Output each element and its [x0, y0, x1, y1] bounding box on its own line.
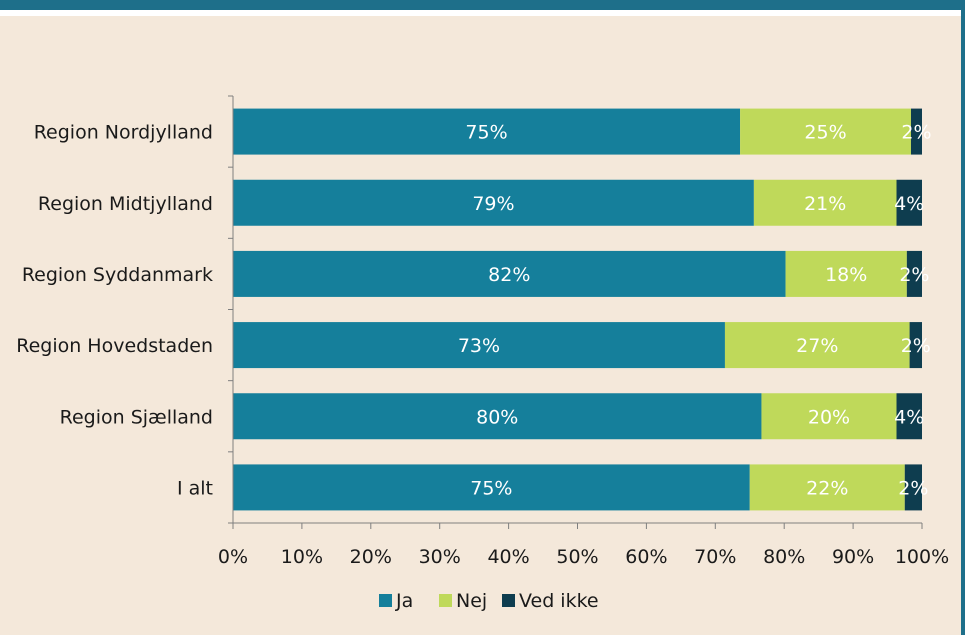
legend-label: Nej [456, 590, 487, 612]
bar-segment [233, 393, 762, 440]
x-tick-label: 80% [763, 546, 805, 568]
data-label: 20% [808, 406, 850, 428]
bar-segment [233, 250, 786, 297]
category-label: Region Midtjylland [38, 193, 213, 215]
bar-segment [896, 393, 922, 440]
x-tick-label: 20% [350, 546, 392, 568]
bar-segment [233, 322, 725, 369]
bar-segment [724, 322, 910, 369]
bar-segment [896, 179, 922, 226]
bar-segment [906, 250, 922, 297]
data-label: 22% [806, 477, 848, 499]
category-label: I alt [177, 477, 213, 499]
axes [228, 95, 923, 529]
data-label: 27% [796, 335, 838, 357]
data-label: 21% [804, 193, 846, 215]
x-tick-labels: 0% 10% 20% 30% 40% 50% 60% 70% 80% 90% 100% [218, 546, 949, 568]
legend-swatch [379, 594, 392, 607]
data-label: 73% [458, 335, 500, 357]
x-tick-label: 30% [419, 546, 461, 568]
bar-segment [233, 179, 754, 226]
category-label: Region Syddanmark [22, 264, 213, 286]
bar-segment [740, 108, 911, 155]
x-tick-label: 90% [832, 546, 874, 568]
x-tick-label: 70% [694, 546, 736, 568]
bar-segment [909, 322, 922, 369]
bar-segment [753, 179, 897, 226]
data-label: 75% [465, 122, 507, 144]
bar-segment [904, 464, 922, 511]
legend-swatch [502, 594, 515, 607]
right-accent-bar [961, 0, 965, 635]
top-accent-bar [0, 0, 965, 10]
legend-swatch [439, 594, 452, 607]
category-label: Region Nordjylland [34, 122, 213, 144]
data-label: 80% [476, 406, 518, 428]
bar-segment [233, 464, 750, 511]
bar-segment [749, 464, 905, 511]
data-label: 82% [488, 264, 530, 286]
x-tick-label: 40% [487, 546, 529, 568]
x-tick-label: 100% [895, 546, 949, 568]
x-tick-label: 0% [218, 546, 248, 568]
data-label: 25% [804, 122, 846, 144]
data-label: 4% [894, 193, 924, 215]
data-label: 2% [901, 335, 931, 357]
category-labels: Region Nordjylland Region Midtjylland Regi… [16, 122, 213, 500]
data-label: 2% [898, 477, 928, 499]
bar-segment [233, 108, 741, 155]
category-label: Region Hovedstaden [16, 335, 213, 357]
x-tick-label: 50% [556, 546, 598, 568]
bars: 75% 25% 2% 79% 21% 4% 82% 18% 2% 73% 27% 2% 80% 20% 4%… [233, 108, 932, 511]
data-label: 79% [472, 193, 514, 215]
bar-segment [761, 393, 897, 440]
legend: Ja Nej Ved ikke [379, 590, 599, 612]
bar-segment [910, 108, 922, 155]
x-tick-label: 10% [281, 546, 323, 568]
data-label: 18% [825, 264, 867, 286]
data-label: 75% [470, 477, 512, 499]
category-label: Region Sjælland [60, 406, 213, 428]
data-label: 2% [901, 122, 931, 144]
x-tick-label: 60% [625, 546, 667, 568]
legend-label: Ved ikke [519, 590, 599, 612]
data-label: 4% [894, 406, 924, 428]
legend-label: Ja [395, 590, 413, 612]
bar-segment [785, 250, 907, 297]
data-label: 2% [899, 264, 929, 286]
top-accent-stripe [0, 10, 965, 16]
